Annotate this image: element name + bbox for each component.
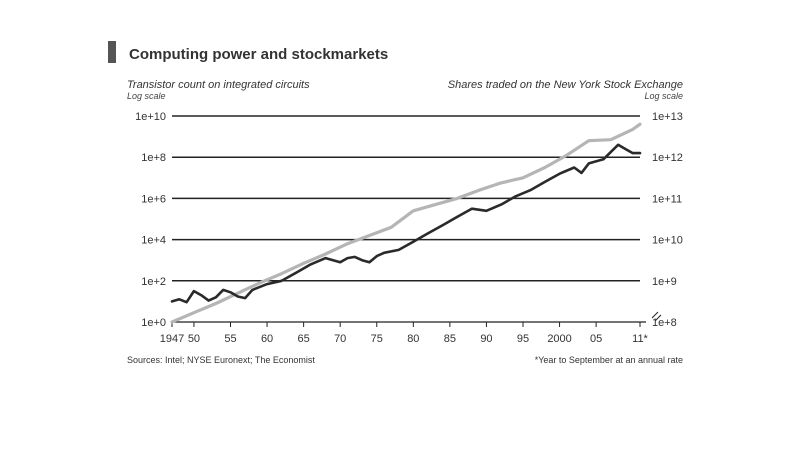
chart-title: Computing power and stockmarkets: [129, 46, 389, 63]
right-tick-label: 1e+13: [652, 111, 683, 123]
right-tick-label: 1e+12: [652, 152, 683, 164]
left-tick-label: 1e+4: [141, 235, 166, 247]
x-tick-label: 55: [224, 333, 236, 345]
x-tick-label: 65: [298, 333, 310, 345]
left-axis-scale-note: Log scale: [127, 91, 166, 101]
left-tick-label: 1e+0: [141, 317, 166, 329]
axis-break-mark: [651, 311, 662, 322]
x-tick-label: 2000: [547, 333, 571, 345]
x-tick-label: 85: [444, 333, 456, 345]
x-tick-label: 90: [480, 333, 492, 345]
sources-note: Sources: Intel; NYSE Euronext; The Econo…: [127, 355, 315, 365]
footnote: *Year to September at an annual rate: [534, 355, 683, 365]
x-tick-label: 95: [517, 333, 529, 345]
x-tick-label: 75: [371, 333, 383, 345]
right-tick-label: 1e+9: [652, 276, 677, 288]
right-axis-label: Shares traded on the New York Stock Exch…: [447, 79, 683, 91]
x-tick-label: 11*: [632, 333, 648, 345]
right-tick-label: 1e+11: [652, 193, 682, 205]
title-accent-bar: [108, 41, 116, 63]
x-tick-label: 50: [188, 333, 200, 345]
right-tick-label: 1e+8: [652, 317, 677, 329]
transistor-count-line: [170, 122, 642, 324]
left-tick-label: 1e+8: [141, 152, 166, 164]
left-tick-label: 1e+2: [141, 276, 166, 288]
nyse-shares-line: [170, 143, 642, 304]
right-tick-label: 1e+10: [652, 235, 683, 247]
right-axis-scale-note: Log scale: [644, 91, 683, 101]
left-tick-label: 1e+6: [141, 193, 166, 205]
x-tick-label: 05: [590, 333, 602, 345]
x-tick-label: 1947: [160, 333, 184, 345]
x-tick-label: 60: [261, 333, 273, 345]
left-tick-label: 1e+10: [135, 111, 166, 123]
left-axis-label: Transistor count on integrated circuits: [127, 79, 310, 91]
x-tick-label: 80: [407, 333, 419, 345]
x-tick-label: 70: [334, 333, 346, 345]
